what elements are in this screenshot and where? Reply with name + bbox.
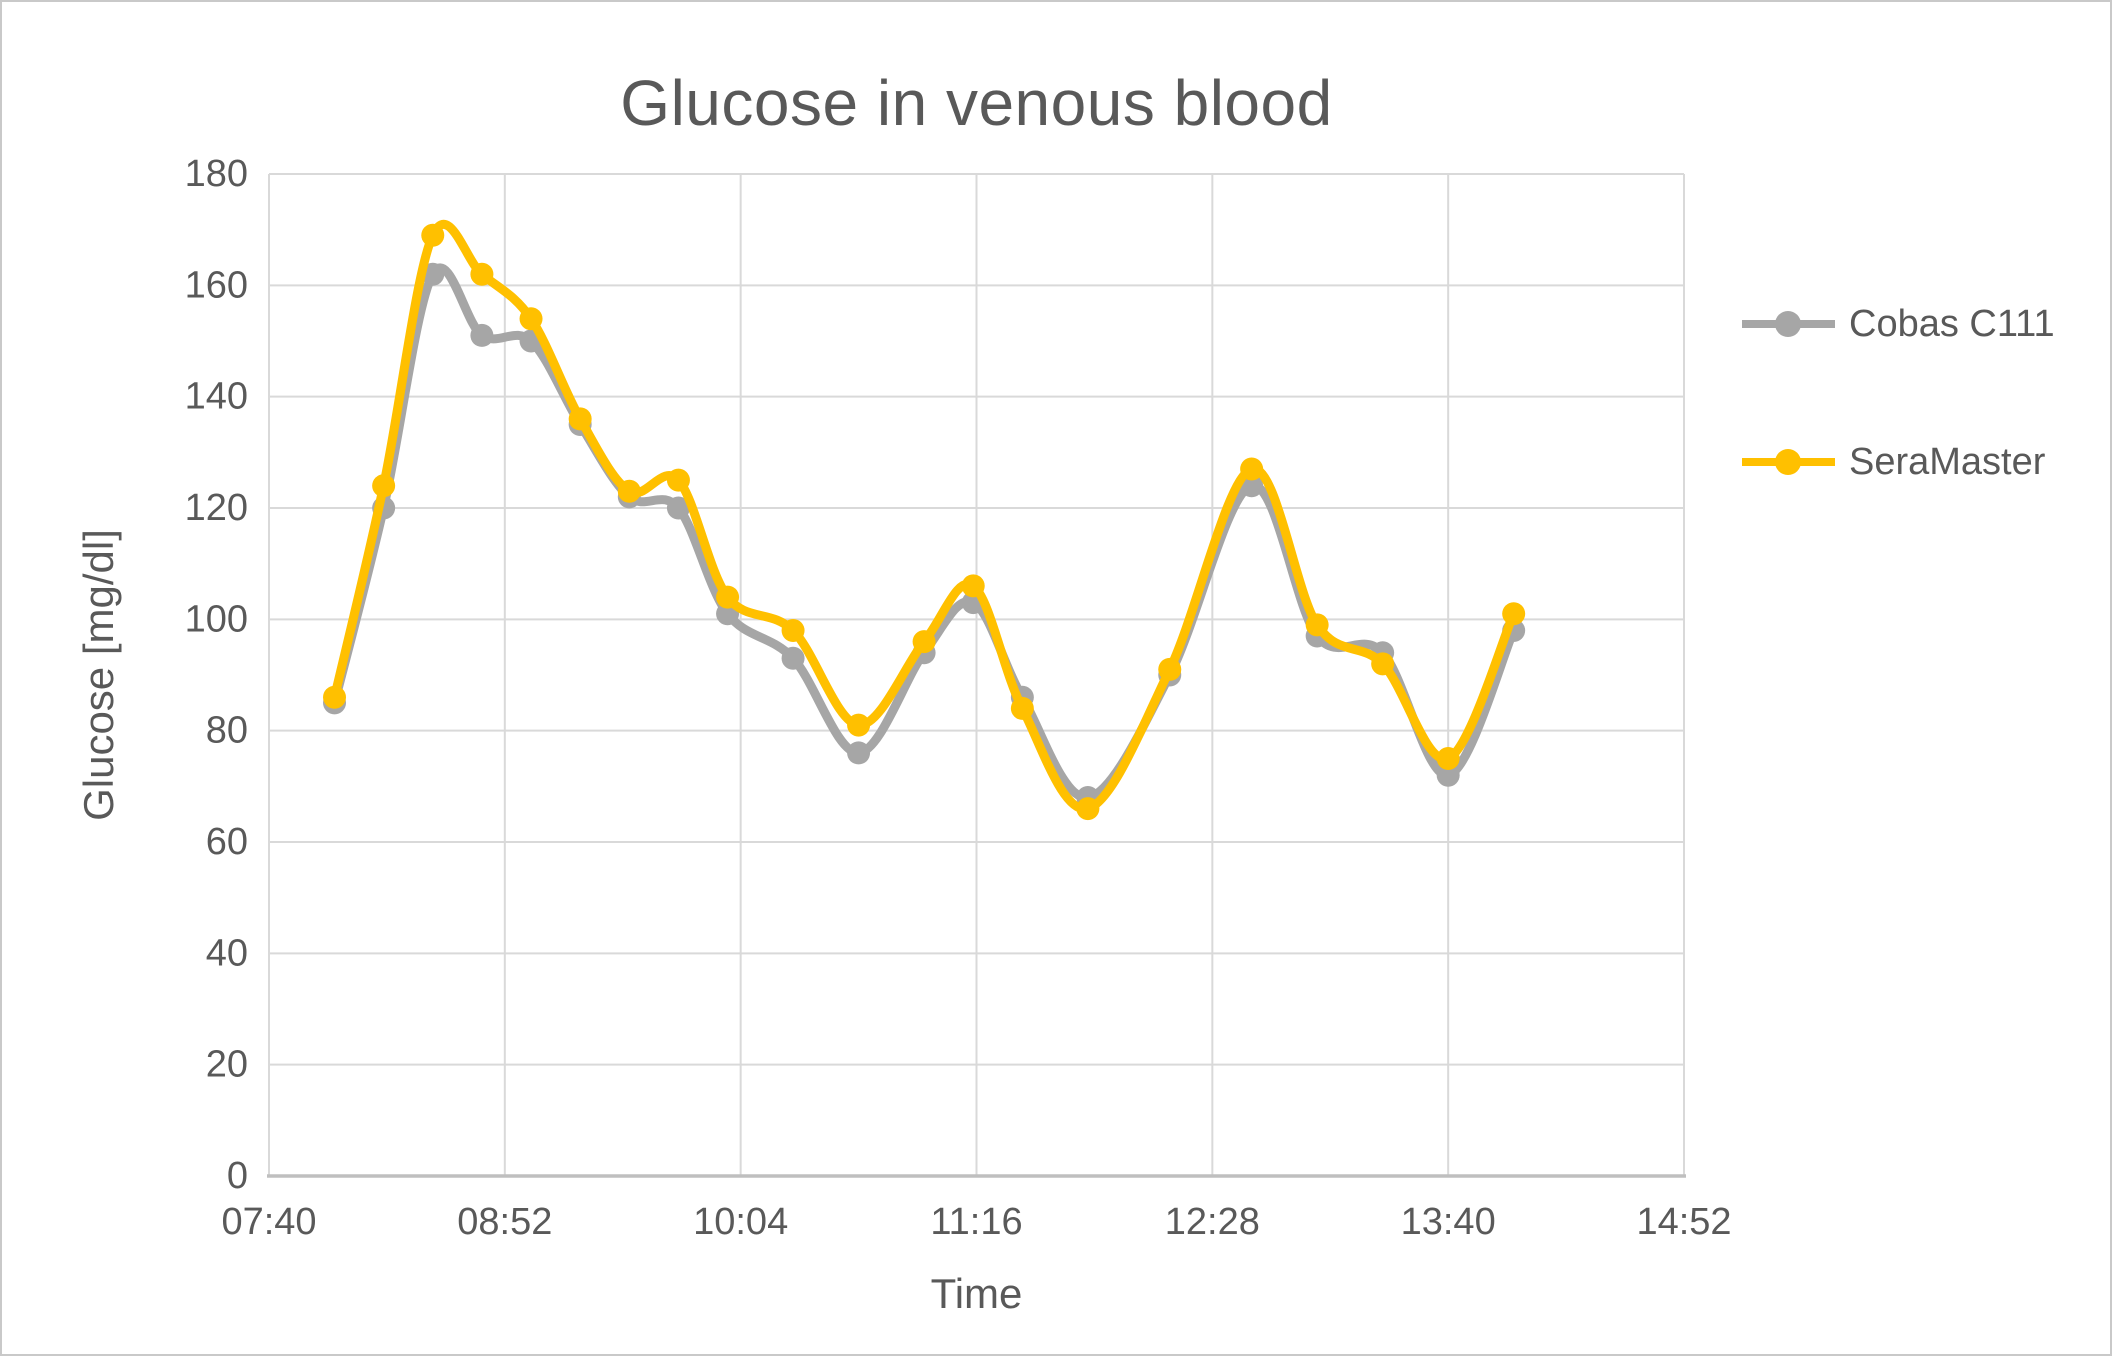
chart-title: Glucose in venous blood bbox=[620, 67, 1333, 139]
svg-text:40: 40 bbox=[206, 932, 248, 974]
svg-text:140: 140 bbox=[185, 376, 248, 418]
svg-text:160: 160 bbox=[185, 264, 248, 306]
legend-label: Cobas C111 bbox=[1849, 302, 2055, 345]
svg-text:20: 20 bbox=[206, 1044, 248, 1086]
svg-text:180: 180 bbox=[185, 153, 248, 195]
svg-text:120: 120 bbox=[185, 487, 248, 529]
svg-text:80: 80 bbox=[206, 710, 248, 752]
legend-line-marker-gray bbox=[1742, 311, 1835, 337]
legend-item-seramaster: SeraMaster bbox=[1739, 438, 2045, 486]
svg-text:12:28: 12:28 bbox=[1165, 1201, 1260, 1243]
svg-text:13:40: 13:40 bbox=[1401, 1201, 1496, 1243]
legend-item-cobas-c111: Cobas C111 bbox=[1739, 300, 2055, 348]
svg-text:60: 60 bbox=[206, 821, 248, 863]
svg-text:08:52: 08:52 bbox=[457, 1201, 552, 1243]
svg-text:10:04: 10:04 bbox=[693, 1201, 788, 1243]
svg-text:100: 100 bbox=[185, 598, 248, 640]
svg-text:11:16: 11:16 bbox=[930, 1201, 1022, 1243]
legend-line-marker-yellow bbox=[1742, 449, 1835, 475]
x-axis-title: Time bbox=[930, 1270, 1023, 1317]
svg-text:14:52: 14:52 bbox=[1636, 1201, 1731, 1243]
svg-text:07:40: 07:40 bbox=[221, 1201, 316, 1243]
svg-text:0: 0 bbox=[227, 1155, 248, 1197]
legend-label: SeraMaster bbox=[1849, 440, 2046, 483]
